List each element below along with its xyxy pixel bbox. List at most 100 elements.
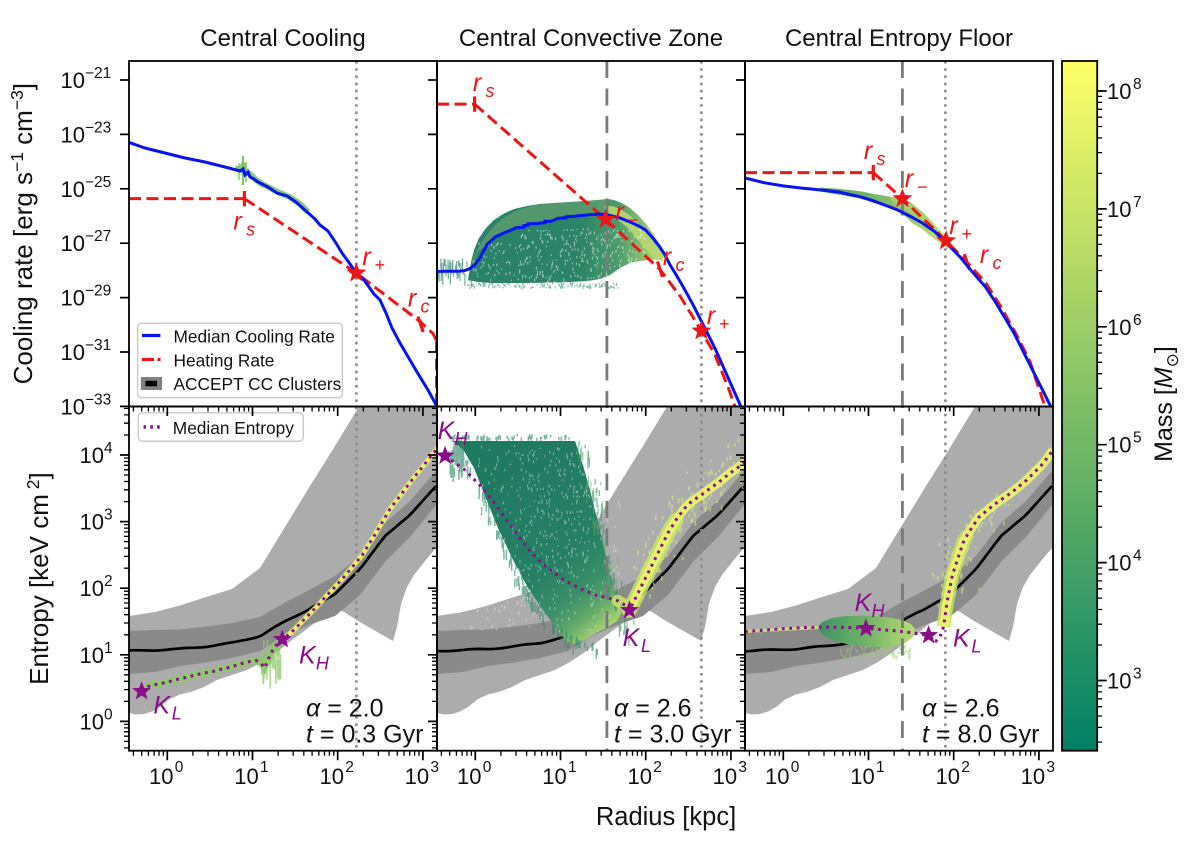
svg-text:−29: −29 — [85, 283, 111, 300]
svg-text:Central Entropy Floor: Central Entropy Floor — [785, 25, 1013, 52]
svg-text:ACCEPT CC Clusters: ACCEPT CC Clusters — [174, 374, 342, 394]
svg-text:2: 2 — [653, 759, 662, 776]
svg-text:α = 2.6: α = 2.6 — [614, 695, 692, 723]
svg-text:−23: −23 — [85, 119, 111, 136]
svg-text:0: 0 — [791, 759, 800, 776]
svg-text:3: 3 — [1046, 759, 1055, 776]
svg-text:10: 10 — [1107, 551, 1131, 576]
svg-text:3: 3 — [430, 759, 439, 776]
svg-text:10: 10 — [61, 122, 85, 147]
svg-text:H: H — [316, 654, 330, 674]
svg-text:4: 4 — [1133, 548, 1142, 565]
svg-text:10: 10 — [935, 764, 959, 789]
svg-text:+: + — [961, 224, 972, 244]
svg-text:K: K — [299, 642, 317, 670]
svg-text:10: 10 — [61, 177, 85, 202]
svg-text:r: r — [949, 212, 959, 240]
svg-text:10: 10 — [457, 764, 481, 789]
svg-text:2: 2 — [345, 759, 354, 776]
svg-text:10: 10 — [61, 231, 85, 256]
svg-text:c: c — [993, 253, 1002, 273]
svg-text:r: r — [362, 243, 372, 271]
svg-text:K: K — [855, 589, 873, 617]
svg-text:L: L — [172, 704, 182, 724]
svg-text:r: r — [663, 243, 673, 271]
svg-text:Central Convective Zone: Central Convective Zone — [459, 25, 723, 52]
svg-text:H: H — [455, 429, 469, 449]
svg-text:r: r — [616, 198, 626, 226]
svg-text:Central Cooling: Central Cooling — [200, 25, 365, 52]
svg-text:3: 3 — [738, 759, 747, 776]
svg-text:−: − — [917, 177, 928, 197]
svg-text:0: 0 — [175, 759, 184, 776]
svg-text:10: 10 — [1107, 433, 1131, 458]
svg-text:10: 10 — [1107, 669, 1131, 694]
svg-text:c: c — [676, 255, 685, 275]
svg-text:10: 10 — [80, 643, 104, 668]
svg-text:10: 10 — [1107, 79, 1131, 104]
svg-text:c: c — [421, 297, 430, 317]
svg-text:0: 0 — [104, 706, 113, 723]
svg-text:r: r — [233, 208, 243, 236]
svg-text:10: 10 — [80, 443, 104, 468]
svg-text:Median Cooling Rate: Median Cooling Rate — [174, 327, 335, 347]
svg-text:s: s — [246, 220, 255, 240]
svg-text:t = 3.0 Gyr: t = 3.0 Gyr — [614, 721, 731, 749]
svg-text:−: − — [627, 210, 638, 230]
svg-text:10: 10 — [149, 764, 173, 789]
svg-text:10: 10 — [234, 764, 258, 789]
svg-text:10: 10 — [627, 764, 651, 789]
svg-text:r: r — [707, 302, 717, 330]
svg-text:10: 10 — [850, 764, 874, 789]
svg-text:3: 3 — [104, 507, 113, 524]
svg-text:10: 10 — [61, 286, 85, 311]
svg-text:s: s — [877, 149, 886, 169]
svg-text:+: + — [374, 255, 385, 275]
svg-text:s: s — [486, 81, 495, 101]
svg-text:Radius [kpc]: Radius [kpc] — [596, 803, 736, 831]
svg-text:10: 10 — [1107, 197, 1131, 222]
svg-text:10: 10 — [765, 764, 789, 789]
svg-text:r: r — [864, 137, 874, 165]
svg-text:Heating Rate: Heating Rate — [174, 351, 275, 371]
svg-text:−21: −21 — [85, 65, 111, 82]
svg-text:10: 10 — [80, 709, 104, 734]
svg-text:t = 8.0 Gyr: t = 8.0 Gyr — [922, 721, 1039, 749]
svg-text:10: 10 — [405, 764, 429, 789]
svg-text:α = 2.0: α = 2.0 — [306, 695, 384, 723]
svg-text:H: H — [872, 601, 886, 621]
svg-text:2: 2 — [961, 759, 970, 776]
svg-text:−31: −31 — [85, 337, 111, 354]
svg-text:1: 1 — [568, 759, 577, 776]
svg-text:2: 2 — [104, 573, 113, 590]
svg-text:1: 1 — [260, 759, 269, 776]
svg-text:r: r — [473, 69, 483, 97]
svg-text:10: 10 — [713, 764, 737, 789]
svg-text:Median Entropy: Median Entropy — [173, 418, 294, 438]
svg-text:10: 10 — [319, 764, 343, 789]
svg-text:−33: −33 — [85, 391, 111, 408]
svg-text:0: 0 — [483, 759, 492, 776]
svg-text:8: 8 — [1133, 76, 1142, 93]
svg-text:3: 3 — [1133, 666, 1142, 683]
svg-text:10: 10 — [80, 576, 104, 601]
svg-text:−25: −25 — [85, 174, 111, 191]
svg-text:L: L — [641, 636, 651, 656]
svg-text:Entropy [keV cm 2]: Entropy [keV cm 2] — [23, 472, 54, 685]
svg-text:1: 1 — [104, 640, 113, 657]
svg-text:10: 10 — [61, 340, 85, 365]
svg-text:10: 10 — [80, 510, 104, 535]
svg-text:1: 1 — [876, 759, 885, 776]
svg-text:10: 10 — [1021, 764, 1045, 789]
svg-text:K: K — [623, 624, 641, 652]
svg-text:6: 6 — [1133, 312, 1142, 329]
svg-text:Mass [M⊙]: Mass [M⊙] — [1150, 346, 1182, 462]
svg-text:10: 10 — [61, 68, 85, 93]
svg-text:7: 7 — [1133, 194, 1142, 211]
svg-text:t = 0.3 Gyr: t = 0.3 Gyr — [306, 721, 423, 749]
svg-text:4: 4 — [104, 440, 113, 457]
svg-text:α = 2.6: α = 2.6 — [922, 695, 1000, 723]
svg-text:+: + — [719, 314, 730, 334]
svg-text:r: r — [905, 165, 915, 193]
svg-text:K: K — [953, 624, 971, 652]
